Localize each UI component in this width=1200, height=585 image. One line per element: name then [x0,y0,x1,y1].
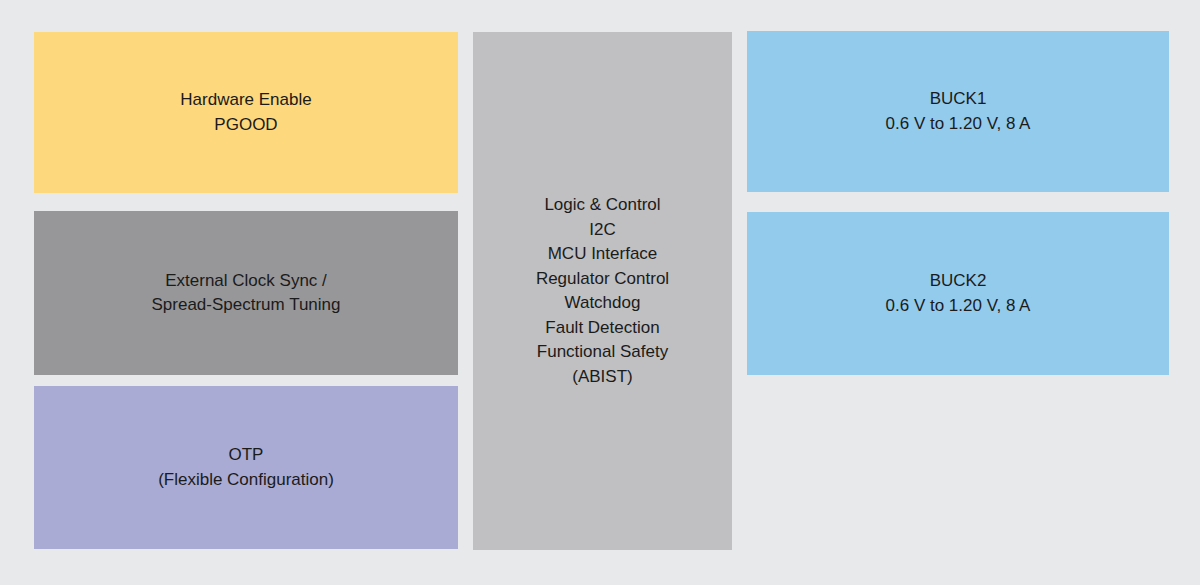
block-text-line: MCU Interface [548,242,658,267]
block-subtitle: 0.6 V to 1.20 V, 8 A [886,112,1031,137]
block-subtitle: 0.6 V to 1.20 V, 8 A [886,294,1031,319]
block-subtitle: (Flexible Configuration) [158,468,334,493]
pmic-block-diagram: Hardware Enable PGOOD External Clock Syn… [0,0,1200,585]
block-hardware-enable-pgood: Hardware Enable PGOOD [34,32,458,193]
block-text-line: Watchdog [565,291,641,316]
block-title: Hardware Enable [180,88,311,113]
block-text-line: Regulator Control [536,267,669,292]
block-external-clock-sync: External Clock Sync / Spread-Spectrum Tu… [34,211,458,375]
block-title: BUCK2 [930,269,987,294]
block-text-line: (ABIST) [572,365,632,390]
block-text-line: Fault Detection [545,316,659,341]
block-otp: OTP (Flexible Configuration) [34,386,458,549]
block-title: OTP [229,443,264,468]
block-buck2: BUCK2 0.6 V to 1.20 V, 8 A [747,212,1169,375]
block-text-line: Functional Safety [537,340,668,365]
block-buck1: BUCK1 0.6 V to 1.20 V, 8 A [747,31,1169,192]
block-title: BUCK1 [930,87,987,112]
block-text-line: I2C [589,218,615,243]
block-subtitle: Spread-Spectrum Tuning [152,293,341,318]
block-title: External Clock Sync / [165,269,327,294]
block-subtitle: PGOOD [214,113,277,138]
block-text-line: Logic & Control [544,193,660,218]
block-logic-and-control: Logic & Control I2C MCU Interface Regula… [473,32,732,550]
